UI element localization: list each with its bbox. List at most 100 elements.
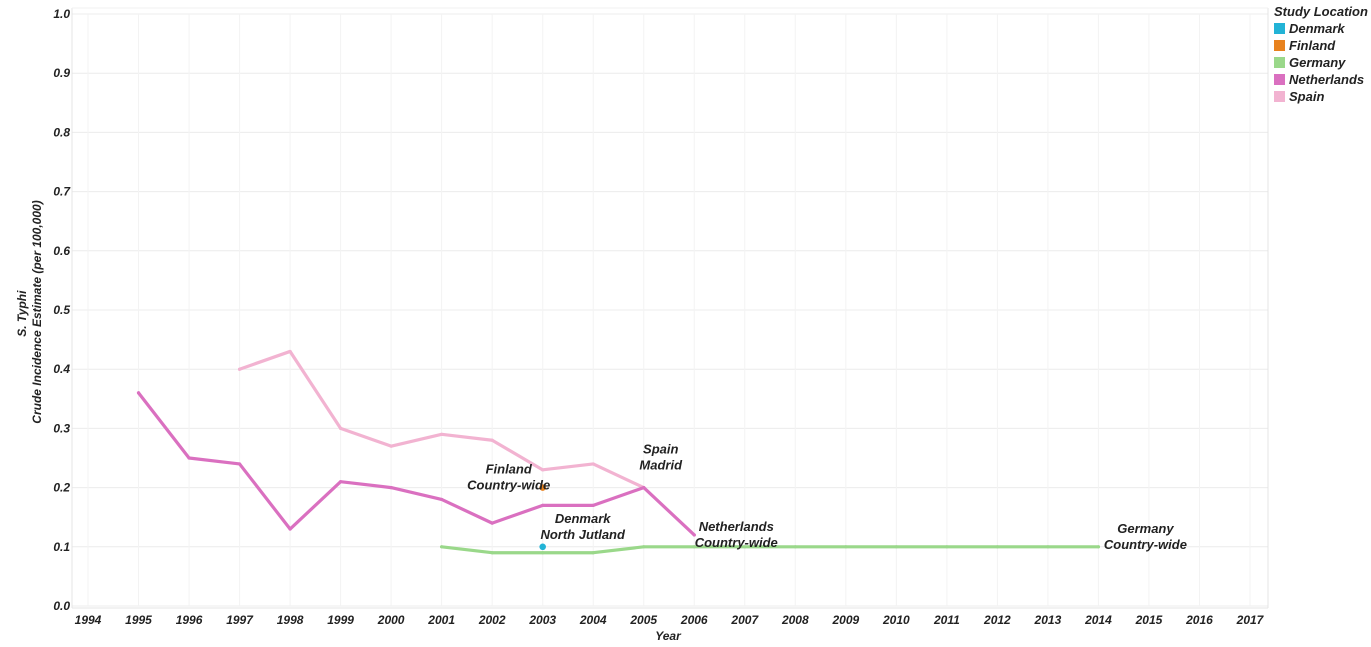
x-tick-label: 2012 [983, 613, 1011, 627]
legend-item-netherlands[interactable]: Netherlands [1274, 71, 1371, 87]
data-point-spain [591, 462, 595, 466]
legend-item-spain[interactable]: Spain [1274, 88, 1371, 104]
data-point-netherlands [591, 503, 595, 507]
x-tick-label: 2005 [629, 613, 657, 627]
annotation-germany-line: Germany [1117, 521, 1174, 536]
x-tick-label: 2004 [579, 613, 607, 627]
x-tick-label: 2002 [478, 613, 506, 627]
data-point-spain [389, 444, 393, 448]
legend-item-finland[interactable]: Finland [1274, 37, 1371, 53]
x-tick-label: 2015 [1135, 613, 1163, 627]
x-tick-label: 2017 [1236, 613, 1265, 627]
data-point-germany [1096, 545, 1101, 549]
x-tick-label: 1998 [277, 613, 304, 627]
data-point-germany [541, 551, 545, 555]
legend-swatch [1274, 90, 1285, 102]
data-point-denmark [539, 543, 546, 551]
y-tick-label: 1.0 [53, 7, 70, 21]
annotation-germany-line: Country-wide [1104, 537, 1187, 552]
x-tick-label: 2016 [1185, 613, 1213, 627]
data-point-germany [692, 545, 696, 549]
data-point-finland [539, 484, 546, 491]
x-tick-label: 1995 [125, 613, 152, 627]
y-tick-label: 0.3 [53, 421, 70, 435]
x-tick-label: 1996 [176, 613, 203, 627]
x-tick-label: 2010 [882, 613, 910, 627]
x-tick-label: 1997 [226, 613, 254, 627]
data-point-spain [440, 432, 444, 436]
data-point-netherlands [237, 462, 242, 466]
data-point-spain [541, 468, 545, 472]
x-tick-label: 1994 [75, 613, 102, 627]
x-axis-title: Year [655, 629, 682, 643]
x-tick-label: 2007 [730, 613, 759, 627]
data-point-netherlands [389, 486, 393, 490]
data-point-germany [844, 545, 848, 549]
legend-swatch [1274, 56, 1285, 68]
y-tick-label: 0.0 [53, 599, 70, 613]
legend-title: Study Location [1274, 4, 1368, 19]
data-point-germany [591, 551, 595, 555]
y-tick-label: 0.6 [53, 244, 70, 258]
legend-swatch [1274, 39, 1285, 51]
data-point-germany [642, 545, 646, 549]
legend-item-germany[interactable]: Germany [1274, 54, 1371, 70]
annotation-denmark: Denmark North Jutland [540, 511, 626, 542]
data-point-germany [894, 545, 898, 549]
data-point-netherlands [187, 456, 191, 460]
x-tick-label: 2009 [831, 613, 859, 627]
data-point-spain [339, 426, 343, 430]
series-layer [136, 349, 1101, 555]
series-line-netherlands [136, 391, 696, 537]
legend-swatch [1274, 22, 1285, 34]
data-point-germany [490, 551, 494, 555]
annotation-spain-line: Spain [643, 442, 678, 457]
y-tick-label: 0.9 [53, 66, 70, 80]
y-tick-label: 0.5 [53, 303, 70, 317]
data-point-netherlands [642, 486, 646, 490]
legend-label: Netherlands [1289, 71, 1365, 87]
legend-label: Spain [1289, 88, 1325, 104]
legend-label: Finland [1289, 37, 1336, 53]
data-point-netherlands [692, 533, 696, 537]
data-point-germany [945, 545, 949, 549]
gridlines [71, 7, 1269, 609]
annotation-spain-line: Madrid [639, 458, 683, 473]
data-point-netherlands [541, 503, 545, 507]
legend: Study Location Denmark Finland Germany Neth… [1274, 4, 1371, 104]
data-point-netherlands [339, 480, 343, 484]
y-tick-label: 0.4 [53, 362, 70, 376]
x-axis-ticks: 1994 1995 1996 1997 1998 1999 2000 2001 2002 2003… [75, 613, 1265, 627]
series-line-germany [440, 545, 1101, 555]
y-tick-label: 0.8 [53, 125, 70, 139]
x-tick-label: 2001 [427, 613, 455, 627]
annotation-denmark-line: North Jutland [540, 527, 626, 542]
data-point-germany [1046, 545, 1050, 549]
x-tick-label: 2006 [680, 613, 708, 627]
data-point-netherlands [490, 521, 494, 525]
annotation-netherlands-line: Country-wide [695, 535, 778, 550]
annotation-denmark-line: Denmark [555, 511, 611, 526]
legend-item-denmark[interactable]: Denmark [1274, 20, 1371, 36]
annotation-finland-line: Finland [486, 462, 533, 477]
data-point-germany [995, 545, 999, 549]
y-axis-title: S. Typhi Crude Incidence Estimate (per 1… [15, 200, 44, 423]
data-point-netherlands [136, 391, 141, 395]
data-point-netherlands [288, 527, 292, 531]
annotation-spain: Spain Madrid [639, 442, 683, 473]
x-tick-label: 1999 [327, 613, 354, 627]
data-point-spain [490, 438, 494, 442]
y-axis-title-line-1: S. Typhi [15, 290, 29, 337]
legend-label: Germany [1289, 54, 1346, 70]
x-tick-label: 2013 [1034, 613, 1062, 627]
data-point-germany [793, 545, 797, 549]
annotation-finland-line: Country-wide [467, 478, 550, 493]
legend-swatch [1274, 73, 1285, 85]
y-axis-title-line-2: Crude Incidence Estimate (per 100,000) [30, 200, 44, 423]
annotation-netherlands-line: Netherlands [699, 519, 774, 534]
data-point-netherlands [440, 497, 444, 502]
x-tick-label: 2000 [377, 613, 405, 627]
annotation-finland: Finland Country-wide [467, 462, 550, 493]
